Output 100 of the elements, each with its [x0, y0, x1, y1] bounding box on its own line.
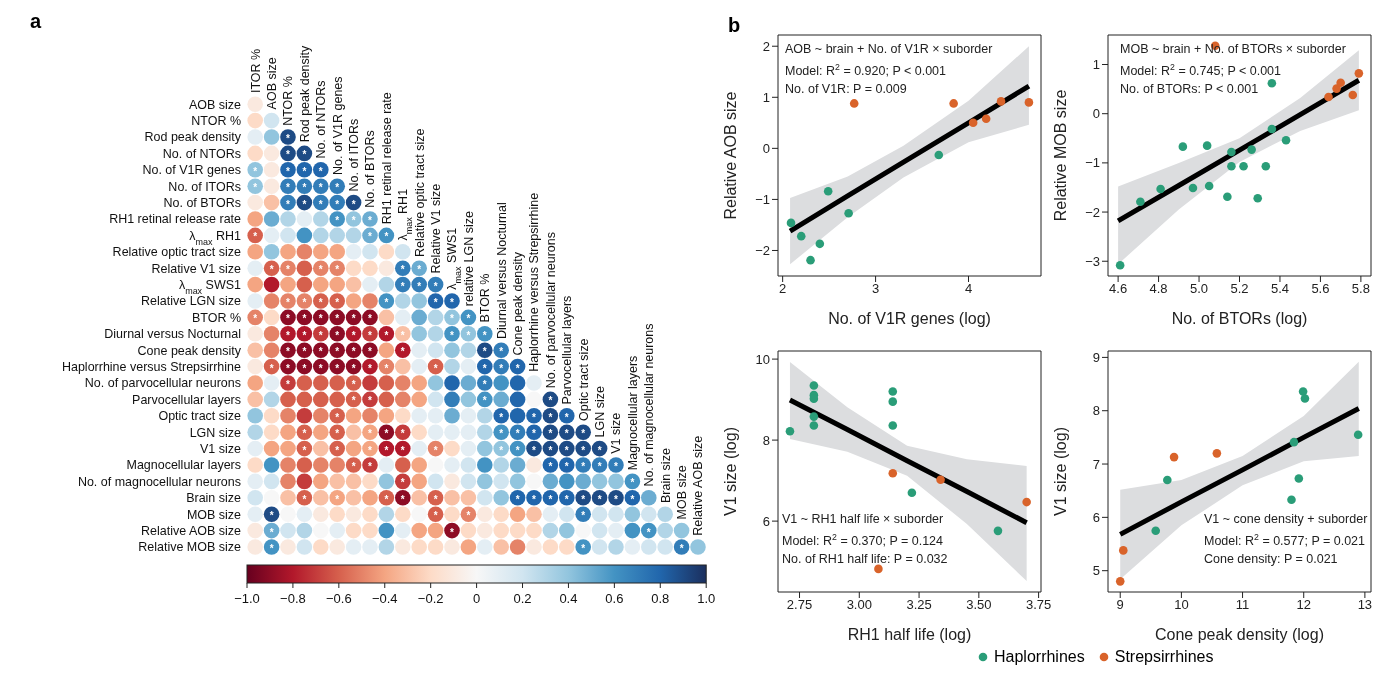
text: a	[30, 10, 42, 32]
data-label: *	[630, 493, 635, 505]
x-tick-label: 3.25	[906, 597, 932, 613]
data-label: *	[532, 493, 537, 505]
data-label: *	[368, 231, 373, 243]
data-label: *	[581, 510, 586, 522]
data-label: *	[286, 346, 291, 358]
color-bar-label: 0.4	[559, 591, 578, 607]
data-label: *	[400, 428, 405, 440]
color-bar-label: 0.6	[605, 591, 624, 607]
data-label: *	[318, 182, 323, 194]
x-tick-label: 9	[1116, 597, 1124, 613]
data-label: *	[581, 542, 586, 554]
y-axis-title: V1 size (log)	[721, 427, 739, 516]
data-label: *	[417, 280, 422, 292]
data-label: *	[515, 444, 520, 456]
data-label: *	[253, 231, 258, 243]
x-tick-label: Diurnal versus Nocturnal	[494, 202, 509, 339]
x-tick-label: 3.75	[1025, 597, 1052, 613]
data-label: *	[318, 346, 323, 358]
color-bar-label: 0.2	[513, 591, 532, 607]
x-axis-title: No. of V1R genes (log)	[828, 310, 991, 327]
x-tick-label: Optic tract size	[576, 338, 591, 421]
data-label: *	[302, 493, 307, 505]
data-label: *	[335, 428, 340, 440]
y-axis-title: V1 size (log)	[1051, 427, 1069, 516]
x-tick-label: ITOR %	[248, 48, 263, 93]
data-label: *	[318, 329, 323, 341]
x-tick-label: 3.50	[966, 597, 992, 613]
x-tick-label: No. of parvocellular neurons	[543, 232, 558, 389]
data-label: *	[253, 313, 258, 325]
data-label: *	[400, 346, 405, 358]
data-label: *	[400, 264, 405, 276]
data-label: *	[450, 296, 455, 308]
data-label: *	[482, 395, 487, 407]
data-label: *	[564, 444, 569, 456]
data-label: *	[417, 264, 422, 276]
data-label: *	[679, 542, 684, 554]
y-tick-label: −2	[1085, 204, 1100, 220]
data-label: *	[351, 215, 356, 226]
data-label: *	[433, 510, 438, 522]
color-bar-label: −0.4	[371, 591, 398, 607]
data-label: *	[384, 444, 389, 456]
text: b	[728, 14, 741, 36]
x-tick-label: No. of BTORs	[363, 130, 378, 208]
color-bar-label: 1.0	[697, 591, 716, 607]
data-label: *	[532, 444, 537, 456]
data-label: *	[515, 428, 520, 440]
x-tick-label: LGN size	[593, 385, 608, 438]
data-label: *	[286, 378, 291, 390]
x-tick-label: 5.2	[1230, 281, 1249, 297]
data-label: *	[646, 526, 651, 538]
data-label: *	[499, 411, 504, 423]
data-label: *	[581, 460, 586, 472]
y-tick-label: Relative LGN size	[141, 294, 242, 309]
data-label: *	[450, 313, 455, 325]
data-label: *	[614, 460, 619, 472]
x-tick-label: V1 size	[609, 412, 624, 454]
data-label: *	[384, 231, 389, 243]
data-label: *	[630, 477, 635, 489]
data-label: *	[335, 264, 340, 276]
data-label: *	[482, 378, 487, 390]
data-label: *	[302, 296, 307, 308]
data-label: *	[499, 362, 504, 374]
data-label: *	[564, 428, 569, 440]
data-label: *	[466, 510, 471, 522]
data-label: *	[286, 313, 291, 325]
y-tick-label: 8	[762, 432, 770, 448]
data-label: *	[597, 493, 602, 505]
data-label: *	[400, 280, 405, 292]
annotation: Cone density: P = 0.021	[1204, 552, 1338, 567]
data-label: *	[433, 296, 438, 308]
x-tick-label: No. of ITORs	[347, 118, 362, 192]
color-bar-label: 0	[472, 591, 481, 607]
data-label: *	[614, 493, 619, 505]
data-label: *	[286, 133, 291, 144]
data-label: *	[335, 346, 340, 358]
data-label: *	[548, 411, 553, 423]
data-label: *	[433, 444, 438, 456]
y-tick-label: 6	[1092, 509, 1100, 525]
annotation: Model: R$^{2}$ = 0.745; P < 0.001	[1120, 62, 1282, 79]
color-bar-label: 0.8	[651, 591, 670, 607]
data-label: *	[253, 165, 258, 177]
x-tick-label: 2	[779, 281, 787, 297]
data-label: *	[564, 493, 569, 505]
y-tick-label: 2	[762, 38, 770, 54]
x-tick-label: 3.00	[846, 597, 872, 613]
data-label: *	[302, 444, 307, 456]
data-label: *	[269, 542, 274, 554]
data-label: *	[302, 182, 307, 194]
annotation: V1 ~ RH1 half life × suborder	[782, 512, 944, 526]
x-tick-label: relative LGN size	[461, 211, 476, 307]
y-tick-label: Relative AOB size	[141, 524, 242, 539]
x-tick-label: Rod peak density	[297, 44, 312, 143]
data-label: *	[318, 362, 323, 374]
annotation: No. of BTORs: P < 0.001	[1120, 82, 1259, 97]
x-tick-label: Relative V1 size	[429, 183, 444, 274]
data-label: *	[335, 493, 340, 505]
data-label: *	[368, 329, 373, 341]
data-label: *	[384, 362, 389, 374]
